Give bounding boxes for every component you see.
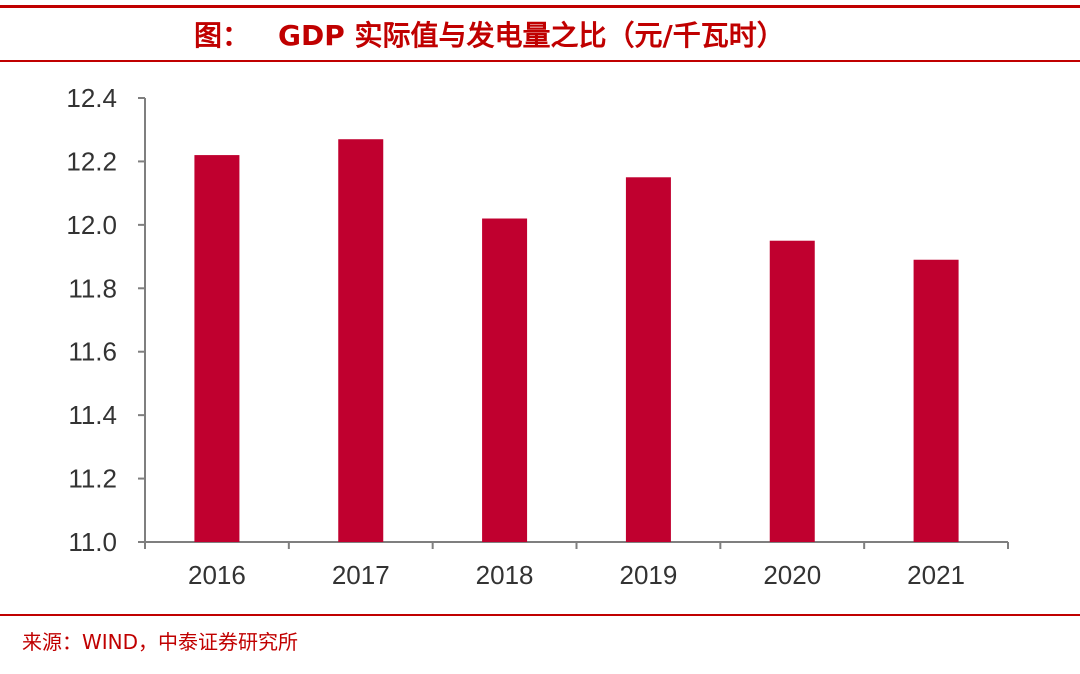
bar-chart: 11.011.211.411.611.812.012.212.4 2016 201… [66, 83, 1009, 590]
y-tick-label: 11.8 [68, 273, 117, 303]
x-tick-label: 2021 [907, 560, 965, 590]
source-rule [0, 614, 1080, 616]
y-tick-label: 11.0 [68, 527, 117, 557]
bar-2017 [338, 139, 384, 542]
y-tick-label: 11.2 [68, 464, 117, 494]
y-tick-label: 11.6 [68, 337, 117, 367]
bars [194, 139, 959, 543]
title-rule-bottom [0, 60, 1080, 62]
source-note: 来源：WIND，中泰证券研究所 [22, 630, 299, 654]
figure-prefix: 图： [194, 19, 251, 52]
title-bar: 图： GDP 实际值与发电量之比（元/千瓦时） [0, 0, 1080, 62]
x-tick-label: 2016 [188, 560, 246, 590]
bar-2019 [625, 177, 671, 543]
x-tick-label: 2019 [619, 560, 677, 590]
x-tick-label: 2017 [332, 560, 390, 590]
y-tick-label: 11.4 [68, 400, 117, 430]
x-tick-label: 2020 [763, 560, 821, 590]
chart-title: GDP 实际值与发电量之比（元/千瓦时） [278, 19, 785, 52]
y-tick-label: 12.4 [66, 83, 117, 113]
bar-2020 [769, 240, 815, 542]
x-axis: 2016 2017 2018 2019 2020 2021 [144, 541, 1009, 590]
y-axis: 11.0 11.2 11.4 11.6 11.8 12.0 12.2 12.4 [66, 83, 146, 557]
bar-2021 [913, 259, 959, 542]
y-tick-label: 12.2 [66, 146, 117, 176]
bar-2016 [194, 155, 240, 543]
y-tick-label: 12.0 [66, 210, 117, 240]
x-tick-label: 2018 [476, 560, 534, 590]
bar-2018 [482, 218, 528, 542]
title-rule-top [0, 5, 1080, 8]
